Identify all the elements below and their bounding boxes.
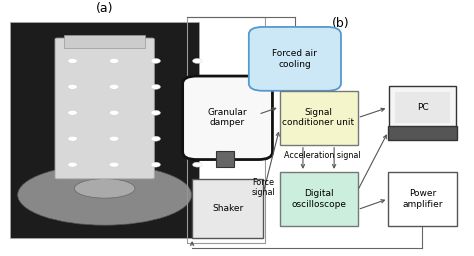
FancyBboxPatch shape: [182, 76, 273, 159]
Circle shape: [109, 136, 119, 141]
Circle shape: [192, 136, 202, 141]
Text: PC: PC: [417, 103, 428, 112]
Circle shape: [109, 110, 119, 115]
FancyBboxPatch shape: [389, 86, 456, 127]
Circle shape: [68, 58, 77, 63]
Text: (b): (b): [332, 17, 350, 30]
Text: Digital
oscilloscope: Digital oscilloscope: [291, 189, 346, 209]
Circle shape: [151, 162, 160, 167]
FancyBboxPatch shape: [388, 126, 457, 140]
FancyBboxPatch shape: [395, 92, 450, 123]
Circle shape: [68, 110, 77, 115]
FancyBboxPatch shape: [192, 179, 263, 238]
Circle shape: [151, 136, 160, 141]
Circle shape: [68, 84, 77, 89]
FancyBboxPatch shape: [249, 27, 341, 91]
Circle shape: [151, 110, 160, 115]
Text: Force
signal: Force signal: [252, 178, 275, 197]
FancyBboxPatch shape: [280, 172, 357, 226]
Circle shape: [68, 136, 77, 141]
Text: Shaker: Shaker: [212, 204, 243, 213]
FancyBboxPatch shape: [388, 172, 457, 226]
Text: Acceleration signal: Acceleration signal: [284, 151, 361, 160]
Circle shape: [109, 162, 119, 167]
Circle shape: [109, 58, 119, 63]
Circle shape: [192, 162, 202, 167]
Bar: [216, 151, 234, 167]
Text: Granular
damper: Granular damper: [208, 108, 247, 127]
FancyBboxPatch shape: [10, 22, 199, 238]
Circle shape: [109, 84, 119, 89]
Circle shape: [151, 84, 160, 89]
Circle shape: [68, 162, 77, 167]
FancyBboxPatch shape: [280, 91, 357, 145]
Ellipse shape: [18, 165, 191, 225]
Text: Signal
conditioner unit: Signal conditioner unit: [283, 108, 355, 127]
FancyBboxPatch shape: [64, 35, 146, 48]
Circle shape: [151, 58, 160, 63]
Text: Power
amplifier: Power amplifier: [402, 189, 443, 209]
Ellipse shape: [74, 179, 135, 198]
Text: (a): (a): [96, 2, 113, 15]
Text: Forced air
cooling: Forced air cooling: [273, 49, 317, 69]
Circle shape: [192, 58, 202, 63]
FancyBboxPatch shape: [55, 38, 155, 179]
Circle shape: [192, 110, 202, 115]
Circle shape: [192, 84, 202, 89]
